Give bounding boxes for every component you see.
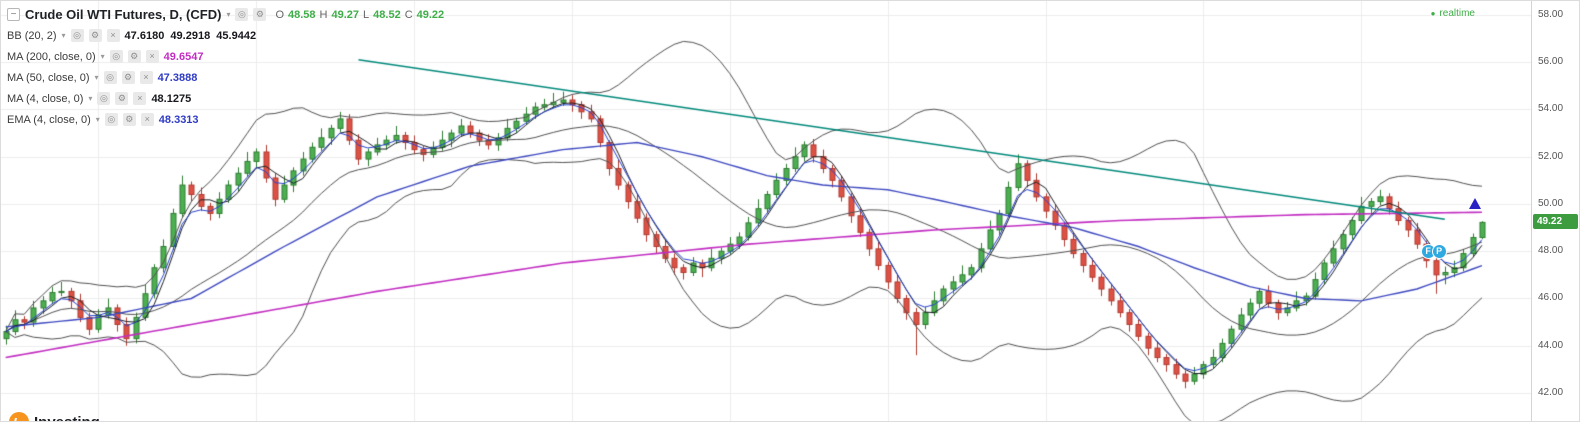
y-axis-tick: 56.00 [1538,56,1564,68]
indicator-values: 47.6180 49.2918 45.9442 [124,29,257,42]
y-axis-tick: 54.00 [1538,103,1564,115]
chevron-down-icon[interactable]: ▾ [88,94,93,103]
y-axis-tick: 44.00 [1538,339,1564,351]
ohlc-readout: O 48.58 H 49.27 L 48.52 C 49.22 [275,9,444,21]
y-axis-tick: 58.00 [1538,8,1564,20]
realtime-dot-icon: ● [1430,8,1436,18]
settings-icon[interactable]: ⚙ [127,50,141,63]
indicator-values: 47.3888 [157,71,198,84]
settings-icon[interactable]: ⚙ [121,71,135,84]
indicator-values: 48.1275 [151,92,192,105]
visibility-icon[interactable]: ◎ [109,50,123,63]
indicator-row-ma50[interactable]: MA (50, close, 0) ▾ ◎ ⚙ × 47.3888 [7,67,444,88]
open-value: 48.58 [288,8,316,21]
close-value: 49.22 [416,8,445,21]
settings-icon[interactable]: ⚙ [122,113,136,126]
collapse-legend-icon[interactable]: − [7,8,20,21]
indicator-row-ma200[interactable]: MA (200, close, 0) ▾ ◎ ⚙ × 49.6547 [7,46,444,67]
remove-icon[interactable]: × [139,71,153,84]
symbol-legend-row[interactable]: − Crude Oil WTI Futures, D, (CFD) ▾ ◎ ⚙ … [7,4,444,25]
chevron-down-icon[interactable]: ▾ [100,52,105,61]
indicator-values: 49.6547 [163,50,204,63]
visibility-icon[interactable]: ◎ [103,71,117,84]
fp-badge-letter-p: P [1431,244,1447,260]
low-label: L [363,8,370,21]
chevron-down-icon[interactable]: ▾ [226,10,231,19]
indicator-row-bb[interactable]: BB (20, 2) ▾ ◎ ⚙ × 47.6180 49.2918 45.94… [7,25,444,46]
indicator-row-ema4[interactable]: EMA (4, close, 0) ▾ ◎ ⚙ × 48.3313 [7,109,444,130]
chevron-down-icon[interactable]: ▾ [94,73,99,82]
y-axis-tick: 52.00 [1538,150,1564,162]
close-label: C [404,8,413,21]
remove-icon[interactable]: × [133,92,147,105]
realtime-label: realtime [1439,8,1475,19]
settings-icon[interactable]: ⚙ [115,92,129,105]
settings-icon[interactable]: ⚙ [253,8,267,21]
visibility-icon[interactable]: ◎ [97,92,111,105]
remove-icon[interactable]: × [140,113,154,126]
symbol-title[interactable]: Crude Oil WTI Futures, D, (CFD) [25,7,222,22]
chevron-down-icon[interactable]: ▾ [61,31,66,40]
low-value: 48.52 [373,8,401,21]
visibility-icon[interactable]: ◎ [70,29,84,42]
investing-watermark[interactable]: Investing [9,412,100,422]
high-label: H [319,8,328,21]
legend-panel: − Crude Oil WTI Futures, D, (CFD) ▾ ◎ ⚙ … [7,4,444,130]
visibility-icon[interactable]: ◎ [235,8,249,21]
price-axis[interactable]: 58.00 56.00 54.00 52.00 50.00 48.00 46.0… [1531,1,1579,421]
investing-logo-icon [9,412,29,421]
visibility-icon[interactable]: ◎ [104,113,118,126]
indicator-row-ma4[interactable]: MA (4, close, 0) ▾ ◎ ⚙ × 48.1275 [7,88,444,109]
y-axis-tick: 42.00 [1538,386,1564,398]
investing-watermark-text: Investing [34,413,100,422]
indicator-label[interactable]: MA (200, close, 0) [7,50,96,63]
chevron-down-icon[interactable]: ▾ [95,115,100,124]
indicator-label[interactable]: EMA (4, close, 0) [7,113,91,126]
open-label: O [275,8,285,21]
settings-icon[interactable]: ⚙ [88,29,102,42]
y-axis-tick: 46.00 [1538,292,1564,304]
indicator-label[interactable]: MA (50, close, 0) [7,71,90,84]
last-price-tag: 49.22 [1533,214,1578,230]
indicator-label[interactable]: MA (4, close, 0) [7,92,84,105]
remove-icon[interactable]: × [145,50,159,63]
buy-arrow-marker-icon [1469,197,1482,209]
indicator-values: 48.3313 [158,113,199,126]
realtime-indicator: ● realtime [1431,8,1475,19]
y-axis-tick: 48.00 [1538,245,1564,257]
y-axis-tick: 50.00 [1538,197,1564,209]
fp-event-badge[interactable]: F P [1420,244,1447,260]
price-chart-canvas[interactable] [1,1,1533,421]
remove-icon[interactable]: × [106,29,120,42]
high-value: 49.27 [331,8,360,21]
indicator-label[interactable]: BB (20, 2) [7,29,57,42]
plot-area: − Crude Oil WTI Futures, D, (CFD) ▾ ◎ ⚙ … [1,1,1533,422]
